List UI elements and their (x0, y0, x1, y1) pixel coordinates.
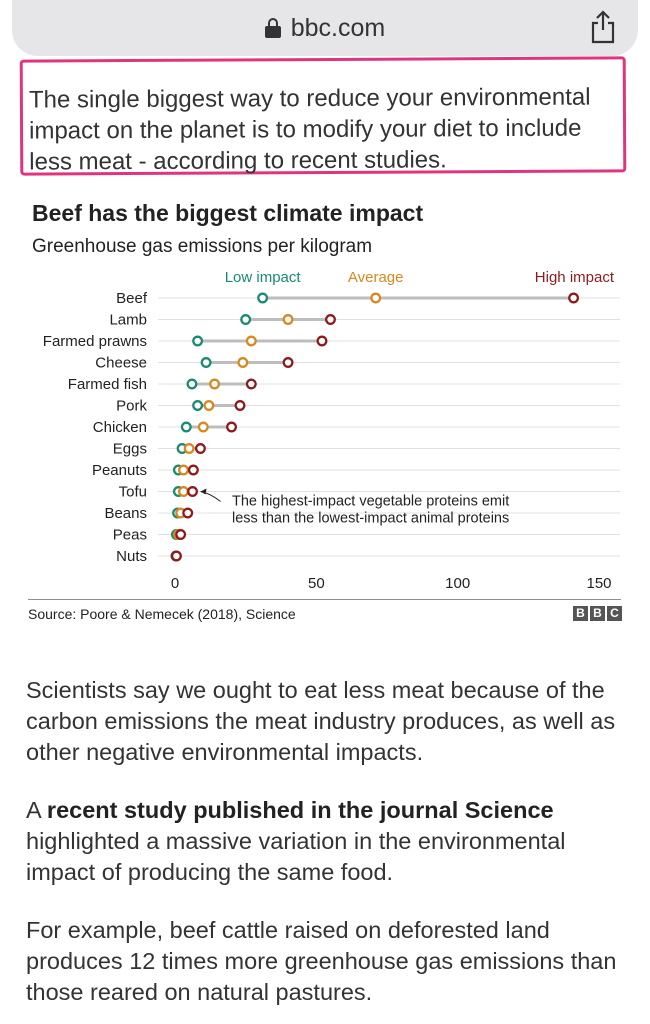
intro-highlight-box: The single biggest way to reduce your en… (19, 56, 627, 176)
high-dot (316, 335, 328, 347)
legend-average: Average (348, 269, 404, 286)
low-dot (180, 421, 192, 433)
high-dot (234, 400, 246, 411)
x-tick-label: 150 (586, 575, 611, 592)
lock-icon (264, 18, 281, 38)
x-tick-label: 0 (171, 575, 179, 592)
share-icon[interactable] (590, 10, 616, 44)
category-label: Peanuts (92, 462, 147, 479)
average-dot (245, 335, 257, 347)
average-dot (183, 443, 195, 454)
category-label: Chicken (93, 419, 147, 436)
high-dot (182, 507, 194, 519)
high-dot (194, 443, 206, 454)
low-dot (240, 314, 252, 325)
average-dot (282, 314, 294, 325)
paragraph-1: Scientists say we ought to eat less meat… (26, 677, 616, 765)
annotation-line-1: The highest-impact vegetable proteins em… (232, 494, 509, 510)
legend-low: Low impact (225, 269, 302, 286)
url-text: bbc.com (290, 13, 386, 42)
category-label: Lamb (109, 312, 147, 329)
low-dot (186, 378, 198, 390)
category-label: Cheese (95, 355, 147, 372)
high-dot (187, 464, 199, 476)
category-label: Tofu (119, 484, 147, 501)
category-label: Pork (116, 398, 147, 415)
paragraph-3: For example, beef cattle raised on defor… (26, 917, 617, 1005)
average-dot (203, 400, 215, 411)
average-dot (237, 357, 249, 368)
high-dot (245, 378, 257, 390)
intro-text: The single biggest way to reduce your en… (28, 83, 591, 176)
average-dot (197, 421, 209, 433)
chart-subtitle: Greenhouse gas emissions per kilogram (32, 236, 373, 257)
low-dot (257, 292, 269, 304)
legend-high: High impact (535, 269, 615, 286)
category-label: Farmed fish (68, 376, 147, 393)
low-dot (200, 357, 212, 368)
high-dot (187, 486, 198, 497)
x-tick-label: 50 (308, 575, 325, 592)
paragraph-2-rest: highlighted a massive variation in the e… (26, 828, 566, 885)
average-dot (178, 464, 189, 476)
x-tick-label: 100 (445, 575, 470, 592)
category-label: Eggs (113, 441, 147, 458)
high-dot (175, 529, 187, 540)
study-link[interactable]: recent study published in the journal Sc… (46, 797, 554, 823)
average-dot (178, 486, 189, 497)
annotation-line-2: less than the lowest-impact animal prote… (232, 511, 509, 527)
category-label: Beans (104, 505, 147, 522)
high-dot (226, 421, 237, 433)
low-dot (192, 335, 204, 347)
high-dot (568, 292, 580, 304)
address-bar[interactable]: bbc.com (12, 0, 638, 56)
high-dot (282, 357, 294, 368)
high-dot (170, 550, 182, 562)
category-label: Farmed prawns (43, 333, 147, 350)
average-dot (209, 378, 221, 390)
category-label: Peas (113, 527, 147, 544)
average-dot (370, 292, 382, 304)
chart-source: Source: Poore & Nemecek (2018), Science (28, 606, 296, 622)
low-dot (192, 400, 204, 411)
category-label: Nuts (116, 548, 147, 565)
dot-range-chart: Low impact Average High impact Beef Lamb Farm… (28, 269, 621, 600)
high-dot (325, 314, 336, 325)
chart-title: Beef has the biggest climate impact (32, 200, 424, 226)
annotation-arrowhead (200, 488, 207, 495)
paragraph-2-prefix: A (26, 797, 47, 823)
category-label: Beef (116, 290, 148, 307)
paragraph-2: A recent study published in the journal … (26, 795, 626, 888)
